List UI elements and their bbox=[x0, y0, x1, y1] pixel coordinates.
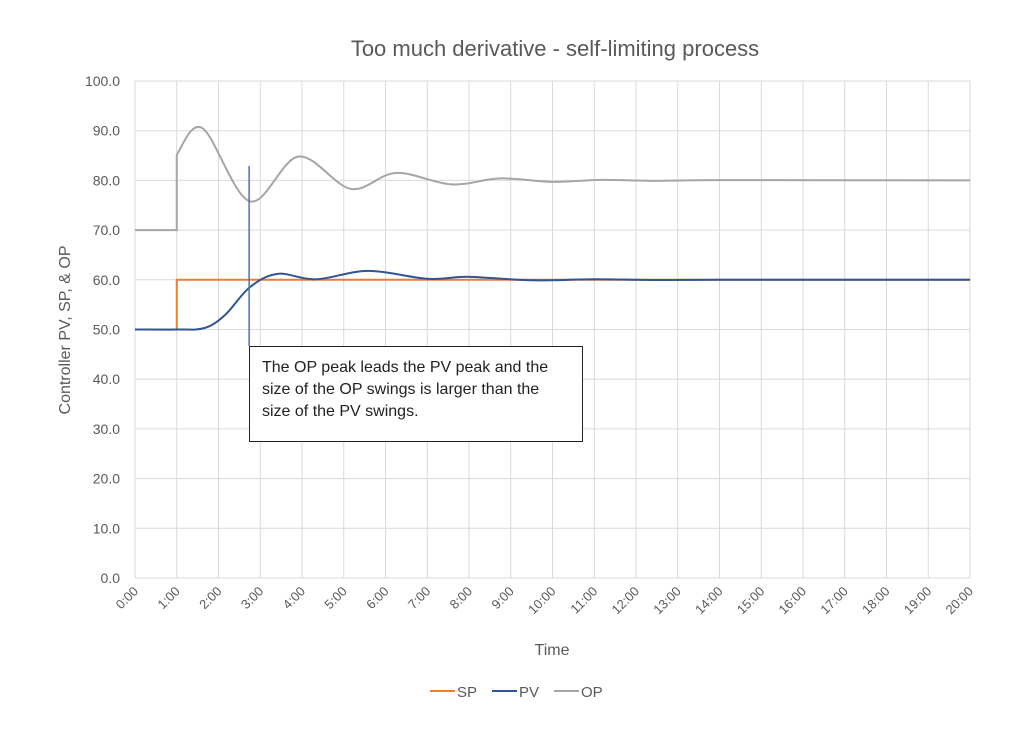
x-tick-label: 15:00 bbox=[734, 584, 768, 618]
x-axis-label: Time bbox=[535, 642, 570, 659]
legend-label-pv: PV bbox=[519, 684, 539, 701]
y-tick-label: 90.0 bbox=[93, 123, 120, 139]
y-tick-label: 60.0 bbox=[93, 272, 120, 288]
y-axis-label: Controller PV, SP, & OP bbox=[57, 246, 74, 415]
x-tick-label: 18:00 bbox=[859, 584, 893, 618]
y-tick-label: 20.0 bbox=[93, 471, 120, 487]
y-tick-label: 100.0 bbox=[85, 73, 120, 89]
y-tick-label: 40.0 bbox=[93, 371, 120, 387]
series-line-op bbox=[135, 125, 971, 232]
legend-label-sp: SP bbox=[457, 684, 477, 701]
x-tick-label: 3:00 bbox=[238, 584, 267, 613]
x-tick-label: 17:00 bbox=[817, 584, 851, 618]
x-tick-label: 20:00 bbox=[943, 584, 977, 618]
chart-title: Too much derivative - self-limiting proc… bbox=[351, 36, 759, 61]
x-tick-label: 13:00 bbox=[650, 584, 684, 618]
x-tick-label: 0:00 bbox=[113, 584, 142, 613]
x-tick-label: 10:00 bbox=[525, 584, 559, 618]
y-tick-label: 10.0 bbox=[93, 520, 120, 536]
x-tick-label: 8:00 bbox=[447, 584, 476, 613]
y-tick-label: 30.0 bbox=[93, 421, 120, 437]
annotation-box: The OP peak leads the PV peak and the si… bbox=[249, 346, 583, 442]
y-tick-label: 50.0 bbox=[93, 322, 120, 338]
x-tick-label: 6:00 bbox=[363, 584, 392, 613]
x-tick-label: 7:00 bbox=[405, 584, 434, 613]
x-tick-label: 19:00 bbox=[901, 584, 935, 618]
y-tick-label: 70.0 bbox=[93, 222, 120, 238]
x-tick-label: 12:00 bbox=[609, 584, 643, 618]
x-tick-label: 1:00 bbox=[154, 584, 183, 613]
x-tick-label: 4:00 bbox=[280, 584, 309, 613]
y-tick-label: 0.0 bbox=[101, 570, 121, 586]
x-tick-label: 16:00 bbox=[776, 584, 810, 618]
x-tick-label: 14:00 bbox=[692, 584, 726, 618]
legend-label-op: OP bbox=[581, 684, 603, 701]
y-tick-label: 80.0 bbox=[93, 172, 120, 188]
x-tick-label: 11:00 bbox=[567, 584, 600, 617]
x-tick-label: 2:00 bbox=[196, 584, 225, 613]
series-line-pv bbox=[134, 269, 971, 331]
x-tick-label: 5:00 bbox=[321, 584, 350, 613]
x-tick-label: 9:00 bbox=[488, 584, 517, 613]
